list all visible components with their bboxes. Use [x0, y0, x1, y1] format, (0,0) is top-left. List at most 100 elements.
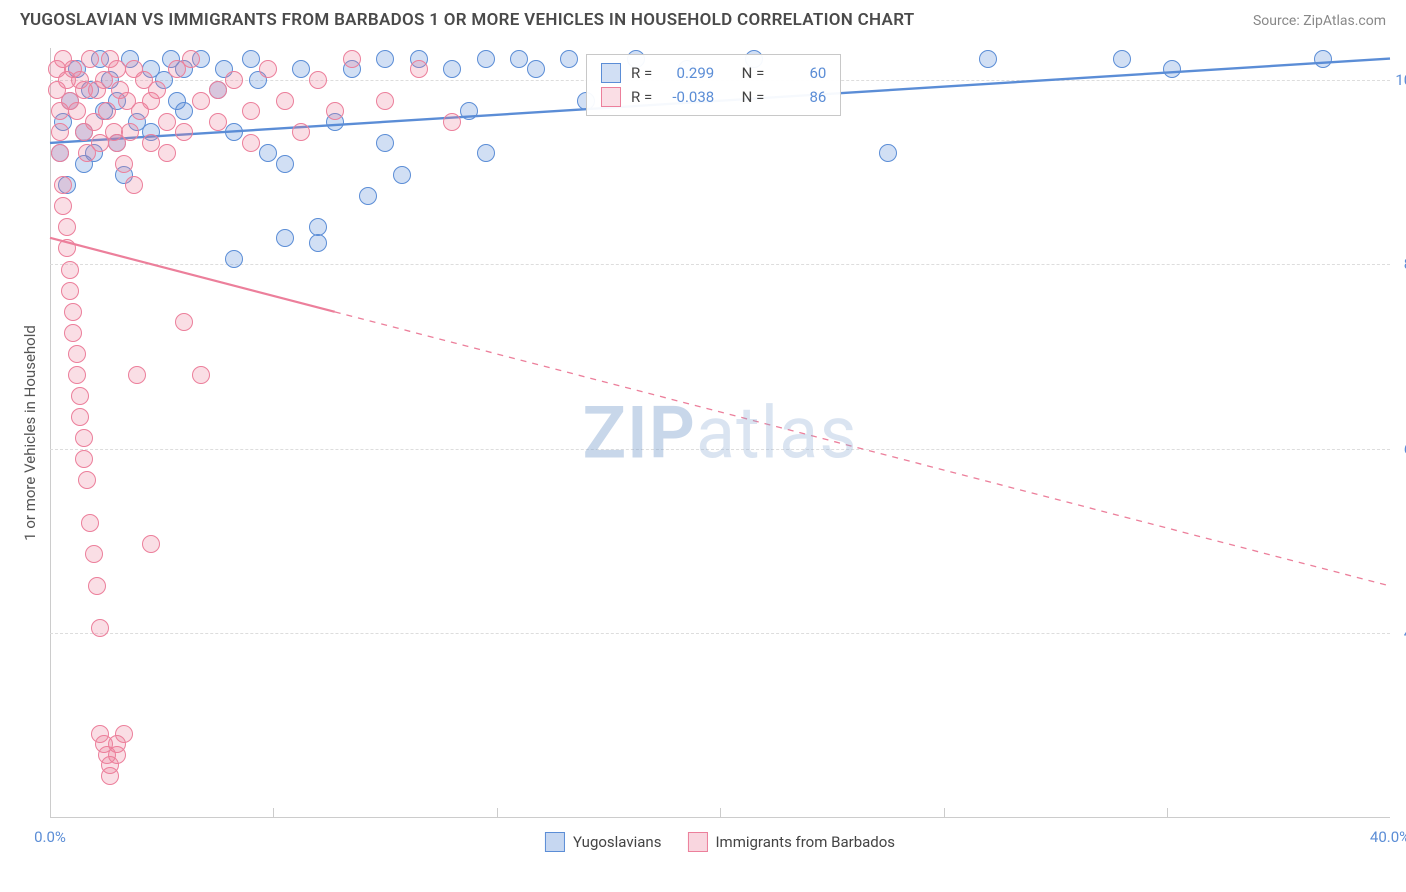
data-point	[108, 60, 126, 78]
data-point	[75, 450, 93, 468]
data-point	[527, 60, 545, 78]
data-point	[158, 113, 176, 131]
data-point	[71, 408, 89, 426]
data-point	[158, 144, 176, 162]
data-point	[292, 60, 310, 78]
legend-n-label: N =	[742, 85, 765, 109]
chart-title: YUGOSLAVIAN VS IMMIGRANTS FROM BARBADOS …	[20, 10, 915, 30]
data-point	[242, 134, 260, 152]
data-point	[78, 471, 96, 489]
data-point	[292, 123, 310, 141]
data-point	[359, 187, 377, 205]
data-point	[393, 166, 411, 184]
data-point	[61, 261, 79, 279]
data-point	[477, 50, 495, 68]
y-tick-label: 100.0%	[1395, 71, 1406, 89]
data-point	[326, 102, 344, 120]
data-point	[71, 387, 89, 405]
data-point	[54, 176, 72, 194]
data-point	[68, 102, 86, 120]
legend-swatch	[601, 63, 621, 83]
data-point	[81, 50, 99, 68]
data-point	[443, 113, 461, 131]
data-point	[376, 50, 394, 68]
data-point	[51, 123, 69, 141]
data-point	[443, 60, 461, 78]
data-point	[108, 746, 126, 764]
data-point	[879, 144, 897, 162]
data-point	[225, 250, 243, 268]
data-point	[85, 545, 103, 563]
x-tick-label: 40.0%	[1370, 828, 1406, 846]
data-point	[115, 725, 133, 743]
data-point	[225, 123, 243, 141]
legend-row: R = -0.038 N = 86	[601, 85, 826, 109]
data-point	[81, 514, 99, 532]
data-point	[192, 92, 210, 110]
data-point	[259, 60, 277, 78]
data-point	[68, 345, 86, 363]
data-point	[175, 123, 193, 141]
data-point	[276, 92, 294, 110]
data-point	[343, 50, 361, 68]
data-point	[1314, 50, 1332, 68]
data-point	[309, 71, 327, 89]
data-point	[101, 767, 119, 785]
legend-label: Immigrants from Barbados	[715, 833, 895, 851]
legend-label: Yugoslavians	[573, 833, 662, 851]
legend-r-value: -0.038	[662, 85, 714, 109]
legend-row: R = 0.299 N = 60	[601, 61, 826, 85]
data-point	[309, 234, 327, 252]
data-point	[54, 197, 72, 215]
data-point	[58, 239, 76, 257]
data-point	[560, 50, 578, 68]
data-point	[510, 50, 528, 68]
correlation-legend: R = 0.299 N = 60 R = -0.038 N = 86	[586, 54, 841, 116]
data-point	[276, 229, 294, 247]
legend-item: Immigrants from Barbados	[687, 832, 895, 852]
y-axis-label: 1 or more Vehicles in Household	[21, 325, 39, 541]
data-point	[192, 366, 210, 384]
data-point	[276, 155, 294, 173]
data-point	[64, 303, 82, 321]
data-point	[51, 144, 69, 162]
x-tick-label: 0.0%	[34, 828, 66, 846]
data-point	[115, 155, 133, 173]
data-point	[142, 134, 160, 152]
source-label: Source: ZipAtlas.com	[1253, 13, 1386, 29]
data-point	[142, 535, 160, 553]
data-point	[209, 81, 227, 99]
data-point	[61, 282, 79, 300]
series-legend: Yugoslavians Immigrants from Barbados	[545, 832, 895, 852]
data-point	[1163, 60, 1181, 78]
trend-lines	[50, 48, 1390, 818]
data-point	[242, 50, 260, 68]
chart-area: 1 or more Vehicles in Household ZIPatlas…	[50, 48, 1390, 818]
data-point	[58, 218, 76, 236]
legend-r-label: R =	[631, 61, 652, 85]
data-point	[259, 144, 277, 162]
data-point	[376, 92, 394, 110]
data-point	[209, 113, 227, 131]
data-point	[460, 102, 478, 120]
data-point	[979, 50, 997, 68]
data-point	[125, 176, 143, 194]
legend-r-label: R =	[631, 85, 652, 109]
legend-n-label: N =	[742, 61, 765, 85]
data-point	[91, 619, 109, 637]
data-point	[477, 144, 495, 162]
data-point	[98, 102, 116, 120]
legend-swatch	[687, 832, 707, 852]
legend-swatch	[601, 87, 621, 107]
data-point	[410, 60, 428, 78]
legend-item: Yugoslavians	[545, 832, 662, 852]
legend-n-value: 86	[774, 85, 826, 109]
data-point	[175, 102, 193, 120]
legend-swatch	[545, 832, 565, 852]
legend-r-value: 0.299	[662, 61, 714, 85]
data-point	[148, 81, 166, 99]
data-point	[88, 577, 106, 595]
data-point	[1113, 50, 1131, 68]
legend-n-value: 60	[774, 61, 826, 85]
data-point	[68, 366, 86, 384]
